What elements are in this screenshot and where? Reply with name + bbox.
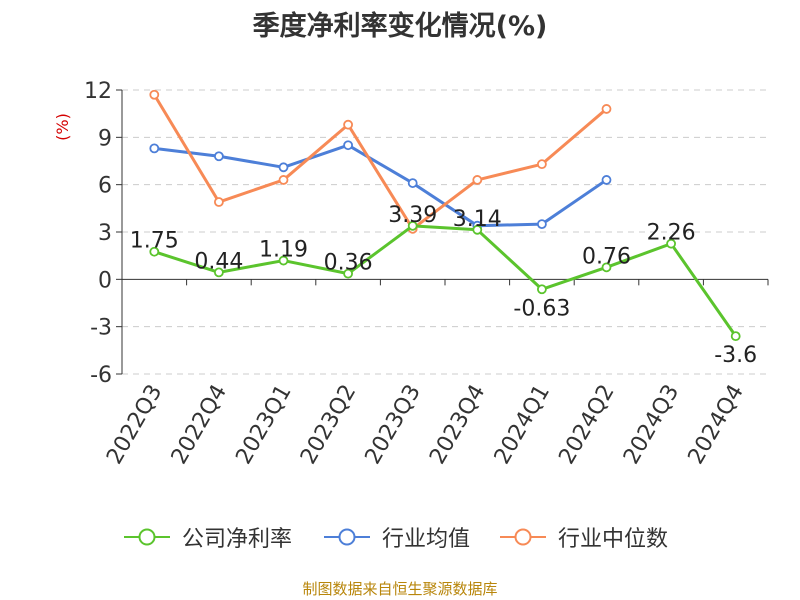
data-label: 2.26 (647, 221, 696, 246)
source-note: 制图数据来自恒生聚源数据库 (302, 580, 498, 598)
y-tick-label: 9 (98, 126, 112, 151)
legend-industry-avg-label: 行业均值 (382, 527, 471, 552)
data-point (407, 178, 418, 188)
x-tick-label: 2022Q4 (167, 381, 232, 469)
data-label: 1.75 (130, 229, 179, 254)
y-tick-label: -3 (90, 316, 112, 341)
series-line (154, 143, 608, 228)
data-point (537, 159, 547, 170)
series-industry_median (149, 89, 612, 234)
y-axis-label: (%) (53, 113, 72, 141)
y-tick-label: 3 (98, 221, 112, 246)
series-company (149, 220, 741, 342)
data-point (472, 175, 483, 185)
y-tick-label: -6 (90, 363, 112, 388)
x-tick-label: 2023Q1 (231, 381, 296, 469)
legend-company-swatch (124, 528, 170, 546)
data-point (343, 268, 354, 279)
series-industry_avg (149, 140, 612, 231)
legend-industry-median-label: 行业中位数 (558, 527, 669, 552)
series-line (153, 224, 737, 337)
y-tick-label: 12 (84, 79, 112, 104)
data-label: 0.36 (324, 251, 373, 276)
data-point (213, 197, 224, 207)
legend-industry-median[interactable]: 行业中位数 (498, 520, 668, 554)
legend-industry-avg[interactable]: 行业均值 (322, 520, 470, 554)
x-tick-label: 2023Q4 (425, 381, 490, 469)
data-label: 0.76 (582, 244, 631, 269)
x-tick-label: 2024Q2 (554, 381, 619, 469)
x-tick-label: 2024Q4 (684, 381, 749, 469)
label-layer: 1.75 0.44 1.19 0.36 3.39 3.14 -0.63 0.76 2.26 -3.… (130, 203, 757, 368)
data-point (666, 238, 676, 249)
data-point (537, 284, 547, 295)
data-label: -3.6 (714, 343, 757, 368)
data-point (601, 262, 612, 273)
data-label: 0.44 (194, 249, 243, 274)
grid-layer (122, 89, 768, 375)
data-label: 3.14 (453, 207, 502, 232)
data-label: 1.19 (259, 238, 308, 263)
data-point (278, 175, 289, 185)
data-point (730, 331, 741, 342)
data-point (149, 246, 160, 257)
data-label: -0.63 (513, 296, 570, 321)
data-point (601, 175, 612, 185)
y-tick-label: 0 (98, 268, 112, 293)
legend-industry-avg-swatch (324, 528, 370, 546)
data-point (278, 162, 289, 173)
x-tick-label: 2023Q3 (361, 381, 426, 469)
data-point (213, 267, 224, 278)
legend-company[interactable]: 公司净利率 (122, 520, 292, 554)
data-point (472, 224, 483, 235)
data-point (278, 255, 289, 266)
x-tick-label: 2024Q3 (619, 381, 684, 469)
series-line (153, 93, 608, 231)
data-point (537, 219, 547, 230)
data-point (343, 140, 354, 151)
x-tick-label: 2024Q1 (490, 381, 555, 469)
series-layer (149, 89, 741, 342)
chart-title: 季度净利率变化情况(%) (252, 11, 548, 42)
data-point (149, 143, 160, 154)
data-point (213, 151, 224, 162)
legend-company-label: 公司净利率 (182, 527, 293, 552)
data-point (407, 220, 418, 231)
y-tick-label: 6 (98, 174, 112, 199)
x-tick-label: 2023Q2 (296, 381, 361, 469)
data-label: 3.39 (388, 203, 437, 228)
data-point (601, 104, 612, 114)
x-tick-label: 2022Q3 (102, 381, 167, 469)
data-point (343, 119, 354, 130)
data-point (149, 89, 160, 100)
legend-industry-median-swatch (500, 528, 546, 546)
